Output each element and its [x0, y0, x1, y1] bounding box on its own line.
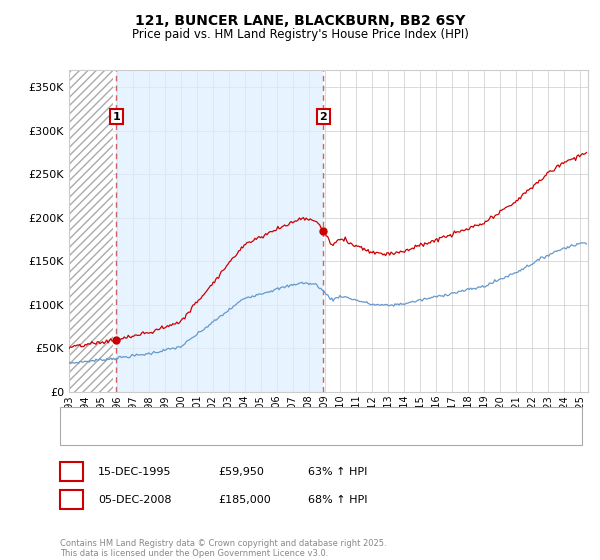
Bar	[69, 70, 113, 392]
Text: 121, BUNCER LANE, BLACKBURN, BB2 6SY: 121, BUNCER LANE, BLACKBURN, BB2 6SY	[135, 14, 465, 28]
Text: 121, BUNCER LANE, BLACKBURN, BB2 6SY (semi-detached house): 121, BUNCER LANE, BLACKBURN, BB2 6SY (se…	[111, 413, 456, 423]
Text: 68% ↑ HPI: 68% ↑ HPI	[308, 494, 367, 505]
Text: 2: 2	[319, 111, 327, 122]
Text: £59,950: £59,950	[218, 466, 263, 477]
Text: 15-DEC-1995: 15-DEC-1995	[98, 466, 172, 477]
Text: 63% ↑ HPI: 63% ↑ HPI	[308, 466, 367, 477]
Text: Price paid vs. HM Land Registry's House Price Index (HPI): Price paid vs. HM Land Registry's House …	[131, 28, 469, 41]
Text: 1: 1	[68, 466, 75, 477]
Text: 2: 2	[68, 494, 75, 505]
Text: HPI: Average price, semi-detached house, Blackburn with Darwen: HPI: Average price, semi-detached house,…	[111, 430, 454, 440]
Text: £185,000: £185,000	[218, 494, 271, 505]
Text: Contains HM Land Registry data © Crown copyright and database right 2025.
This d: Contains HM Land Registry data © Crown c…	[60, 539, 386, 558]
Text: 05-DEC-2008: 05-DEC-2008	[98, 494, 172, 505]
Bar	[116, 70, 323, 392]
Text: 1: 1	[112, 111, 120, 122]
